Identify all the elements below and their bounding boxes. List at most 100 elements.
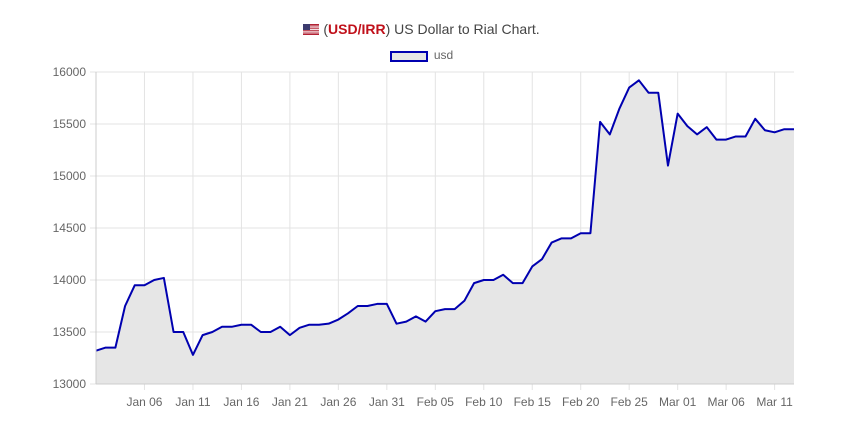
data-point — [733, 133, 739, 139]
title-suffix: ) US Dollar to Rial Chart. — [385, 21, 540, 37]
series-line-usd — [95, 79, 794, 356]
x-tick-label: Jan 06 — [126, 395, 162, 409]
data-point — [112, 345, 118, 351]
data-point — [520, 280, 526, 286]
data-point — [743, 133, 749, 139]
data-point — [772, 129, 778, 135]
y-tick-label: 13500 — [53, 325, 87, 339]
y-tick-label: 15500 — [53, 117, 87, 131]
data-point — [297, 325, 303, 331]
data-point — [190, 352, 196, 358]
x-tick-label: Mar 11 — [756, 395, 793, 409]
legend[interactable]: usd — [0, 48, 843, 62]
data-point — [762, 127, 768, 133]
data-point — [122, 303, 128, 309]
data-point — [490, 277, 496, 283]
data-point — [636, 77, 642, 83]
data-point — [238, 322, 244, 328]
data-point — [258, 329, 264, 335]
data-point — [277, 324, 283, 330]
data-point — [316, 322, 322, 328]
data-point — [617, 105, 623, 111]
y-tick-label: 15000 — [53, 169, 87, 183]
data-point — [500, 272, 506, 278]
data-point — [374, 301, 380, 307]
data-point — [694, 131, 700, 137]
data-point — [549, 240, 555, 246]
data-point — [364, 303, 370, 309]
data-point — [578, 230, 584, 236]
data-point — [432, 308, 438, 314]
data-point — [568, 235, 574, 241]
data-point — [413, 313, 419, 319]
data-point — [539, 256, 545, 262]
x-tick-label: Feb 15 — [514, 395, 552, 409]
data-point — [141, 282, 147, 288]
data-point — [558, 235, 564, 241]
data-point — [355, 303, 361, 309]
x-tick-label: Mar 06 — [707, 395, 745, 409]
data-point — [481, 277, 487, 283]
data-point — [587, 230, 593, 236]
y-tick-label: 16000 — [53, 65, 87, 79]
data-point — [597, 119, 603, 125]
data-point — [229, 324, 235, 330]
data-point — [209, 329, 215, 335]
data-point — [665, 163, 671, 169]
data-point — [723, 137, 729, 143]
y-tick-label: 14000 — [53, 273, 87, 287]
data-point — [326, 321, 332, 327]
data-point — [161, 275, 167, 281]
data-point — [529, 263, 535, 269]
legend-swatch-usd[interactable] — [389, 51, 428, 62]
data-point — [423, 319, 429, 325]
data-point — [180, 329, 186, 335]
data-point — [461, 298, 467, 304]
data-point — [200, 332, 206, 338]
data-point — [684, 123, 690, 129]
data-point — [335, 317, 341, 323]
data-point — [452, 306, 458, 312]
data-point — [248, 322, 254, 328]
title-prefix: ( — [323, 21, 329, 37]
chart-title: (USD/IRR) US Dollar to Rial Chart. — [0, 21, 843, 37]
x-tick-label: Jan 26 — [320, 395, 356, 409]
y-tick-label: 14500 — [53, 221, 87, 235]
x-tick-label: Jan 31 — [369, 395, 405, 409]
x-tick-label: Mar 01 — [659, 395, 697, 409]
x-tick-label: Feb 20 — [562, 395, 600, 409]
data-point — [646, 90, 652, 96]
x-tick-label: Jan 21 — [272, 395, 308, 409]
legend-label-usd[interactable]: usd — [433, 48, 454, 62]
data-point — [403, 319, 409, 325]
x-tick-label: Feb 10 — [465, 395, 503, 409]
data-point — [791, 126, 797, 132]
x-tick-label: Jan 11 — [175, 395, 210, 409]
data-point — [345, 310, 351, 316]
data-point — [268, 329, 274, 335]
y-tick-label: 13000 — [53, 377, 87, 391]
data-point — [103, 345, 109, 351]
data-point — [171, 329, 177, 335]
data-point — [675, 111, 681, 117]
series-area-usd — [96, 80, 794, 384]
data-point — [306, 322, 312, 328]
data-point — [655, 90, 661, 96]
data-point — [781, 126, 787, 132]
x-tick-label: Jan 16 — [223, 395, 259, 409]
x-tick-label: Feb 05 — [417, 395, 455, 409]
data-point — [219, 324, 225, 330]
data-point — [442, 306, 448, 312]
data-point — [752, 116, 758, 122]
data-point — [471, 280, 477, 286]
data-point — [132, 282, 138, 288]
data-point — [704, 124, 710, 130]
data-point — [510, 280, 516, 286]
title-currency-code: USD/IRR — [328, 21, 386, 37]
data-point — [626, 85, 632, 91]
us-flag-icon — [303, 24, 320, 35]
data-point — [287, 332, 293, 338]
data-point — [384, 301, 390, 307]
